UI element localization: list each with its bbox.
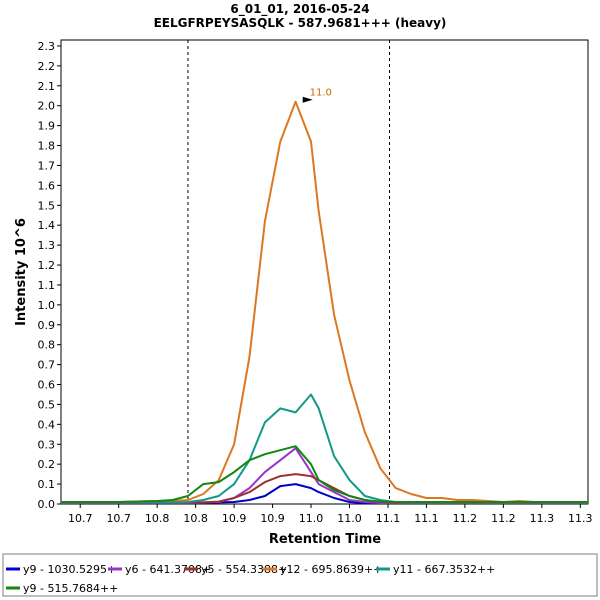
y-tick-label: 0.2	[38, 458, 56, 471]
x-tick-label: 11.0	[299, 512, 324, 525]
y-tick-label: 2.2	[38, 60, 56, 73]
y-tick-label: 0.7	[38, 359, 56, 372]
x-axis-title: Retention Time	[269, 532, 381, 547]
x-tick-label: 10.7	[68, 512, 93, 525]
y-axis-title: Intensity 10^6	[14, 218, 29, 326]
y-tick-label: 1.0	[38, 299, 56, 312]
y-tick-label: 0.5	[38, 398, 56, 411]
x-tick-label: 11.3	[568, 512, 593, 525]
peak-annotation-group: 11.0	[302, 88, 332, 103]
x-tick-label: 10.9	[222, 512, 247, 525]
legend-label: y12 - 695.8639++	[280, 563, 382, 576]
y-tick-label: 1.4	[38, 219, 56, 232]
plot-area	[60, 39, 589, 505]
y-tick-label: 0.6	[38, 379, 56, 392]
legend: y9 - 1030.5295+ y6 - 641.3708+y5 - 554.33…	[6, 563, 495, 595]
legend-label: y11 - 667.3532++	[393, 563, 495, 576]
y-tick-label: 0.3	[38, 438, 56, 451]
y-tick-label: 0.1	[38, 478, 56, 491]
x-tick-label: 11.2	[453, 512, 478, 525]
y-tick-label: 2.3	[38, 40, 56, 53]
y-tick-label: 1.8	[38, 140, 56, 153]
x-tick-label: 11.1	[376, 512, 401, 525]
x-tick-label: 10.8	[183, 512, 208, 525]
legend-label: y9 - 1030.5295+	[23, 563, 116, 576]
peak-label: 11.0	[310, 88, 332, 99]
series-line	[61, 100, 588, 503]
y-tick-label: 1.7	[38, 159, 56, 172]
chart-subtitle: EELGFRPEYSASQLK - 587.9681+++ (heavy)	[154, 16, 447, 30]
x-axis-ticks: 10.7 10.7 10.8 10.8 10.9 10.9 11.0 11.0 11.1 11.1…	[68, 504, 593, 525]
y-tick-label: 1.2	[38, 259, 56, 272]
x-tick-label: 10.7	[106, 512, 131, 525]
y-tick-label: 1.3	[38, 239, 56, 252]
legend-label: y6 - 641.3708+	[125, 563, 211, 576]
series-layer	[61, 100, 588, 504]
plot-clip	[61, 100, 588, 504]
y-axis-ticks: 0.0 0.1 0.2 0.3 0.4 0.5 0.6 0.7 0.8 0.9 1.0 1.1 1.2 1…	[38, 40, 61, 511]
y-tick-label: 0.4	[38, 418, 56, 431]
y-tick-label: 0.9	[38, 319, 56, 332]
y-tick-label: 2.0	[38, 100, 56, 113]
y-tick-label: 2.1	[38, 80, 56, 93]
y-tick-label: 0.8	[38, 339, 56, 352]
legend-box	[2, 553, 598, 597]
legend-label: y5 - 554.3388+	[201, 563, 287, 576]
x-tick-label: 11.1	[414, 512, 439, 525]
y-tick-label: 1.9	[38, 120, 56, 133]
series-line	[61, 473, 588, 504]
x-tick-label: 11.3	[530, 512, 555, 525]
x-tick-label: 11.2	[491, 512, 516, 525]
peak-marker-arrow	[302, 96, 313, 103]
legend-label: y9 - 515.7684++	[23, 582, 118, 595]
y-tick-label: 1.1	[38, 279, 56, 292]
y-tick-label: 1.6	[38, 179, 56, 192]
x-tick-label: 10.9	[260, 512, 285, 525]
series-line	[61, 445, 588, 503]
y-tick-label: 1.5	[38, 199, 56, 212]
integration-boundaries	[187, 40, 391, 504]
x-tick-label: 10.8	[145, 512, 170, 525]
chart-title: 6_01_01, 2016-05-24	[230, 2, 369, 17]
y-tick-label: 0.0	[38, 498, 56, 511]
x-tick-label: 11.0	[337, 512, 362, 525]
